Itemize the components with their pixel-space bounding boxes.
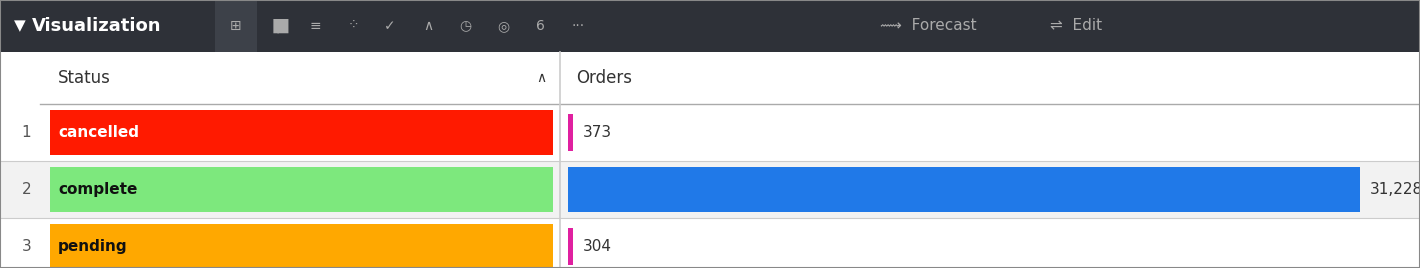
Text: ∧: ∧ [535, 71, 547, 85]
Text: ⟿  Forecast: ⟿ Forecast [880, 18, 977, 34]
Text: ◎: ◎ [497, 19, 508, 33]
Text: 1: 1 [21, 125, 31, 140]
Bar [0, 161, 1420, 218]
Bar [0, 52, 1420, 104]
Text: ▼: ▼ [14, 18, 26, 34]
Text: ⇌  Edit: ⇌ Edit [1049, 18, 1102, 34]
Bar [568, 114, 574, 151]
Text: 304: 304 [584, 239, 612, 254]
Text: ⊞: ⊞ [230, 19, 241, 33]
Bar [0, 0, 1420, 52]
Bar [50, 167, 552, 212]
Text: ⁘: ⁘ [346, 19, 359, 33]
Bar [568, 228, 574, 265]
Text: 31,228: 31,228 [1370, 182, 1420, 197]
Text: 3: 3 [21, 239, 31, 254]
Text: ∧: ∧ [423, 19, 433, 33]
Bar [50, 110, 552, 155]
Text: Visualization: Visualization [33, 17, 162, 35]
Text: complete: complete [58, 182, 138, 197]
Text: Orders: Orders [577, 69, 632, 87]
Text: 373: 373 [584, 125, 612, 140]
Text: ≡: ≡ [310, 19, 321, 33]
Text: Status: Status [58, 69, 111, 87]
Bar [568, 167, 1360, 212]
Text: ◷: ◷ [459, 19, 471, 33]
Text: 6: 6 [535, 19, 544, 33]
Text: ···: ··· [571, 19, 585, 33]
Text: cancelled: cancelled [58, 125, 139, 140]
Bar [0, 104, 1420, 161]
Text: pending: pending [58, 239, 128, 254]
Text: ▐█: ▐█ [267, 19, 288, 33]
Bar [50, 224, 552, 268]
Text: ✓: ✓ [385, 19, 396, 33]
Text: 2: 2 [21, 182, 31, 197]
Bar [0, 218, 1420, 268]
Bar [214, 0, 257, 52]
